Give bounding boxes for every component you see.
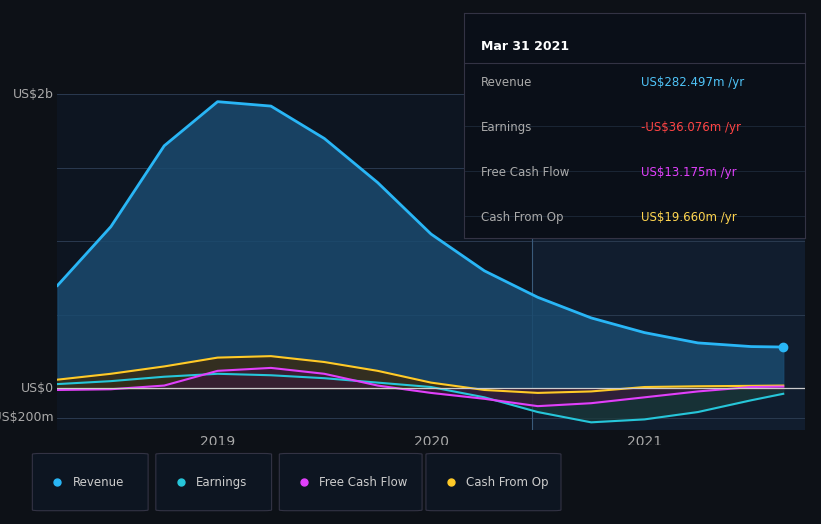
- Text: Revenue: Revenue: [481, 76, 532, 89]
- Text: Earnings: Earnings: [481, 121, 532, 134]
- FancyBboxPatch shape: [32, 453, 148, 511]
- Text: US$0: US$0: [21, 382, 53, 395]
- FancyBboxPatch shape: [279, 453, 422, 511]
- Text: US$282.497m /yr: US$282.497m /yr: [641, 76, 745, 89]
- Text: Cash From Op: Cash From Op: [481, 211, 563, 224]
- Text: Free Cash Flow: Free Cash Flow: [481, 166, 569, 179]
- Text: -US$36.076m /yr: -US$36.076m /yr: [641, 121, 741, 134]
- Text: Free Cash Flow: Free Cash Flow: [319, 476, 408, 488]
- Text: US$13.175m /yr: US$13.175m /yr: [641, 166, 736, 179]
- Text: -US$200m: -US$200m: [0, 411, 53, 424]
- Text: Earnings: Earnings: [196, 476, 247, 488]
- Text: Revenue: Revenue: [72, 476, 124, 488]
- Text: US$2b: US$2b: [13, 88, 53, 101]
- Text: Mar 31 2021: Mar 31 2021: [481, 40, 569, 53]
- Text: US$19.660m /yr: US$19.660m /yr: [641, 211, 736, 224]
- FancyBboxPatch shape: [156, 453, 272, 511]
- Text: Past: Past: [775, 104, 800, 117]
- Text: Cash From Op: Cash From Op: [466, 476, 548, 488]
- FancyBboxPatch shape: [426, 453, 561, 511]
- Bar: [532, 94, 805, 430]
